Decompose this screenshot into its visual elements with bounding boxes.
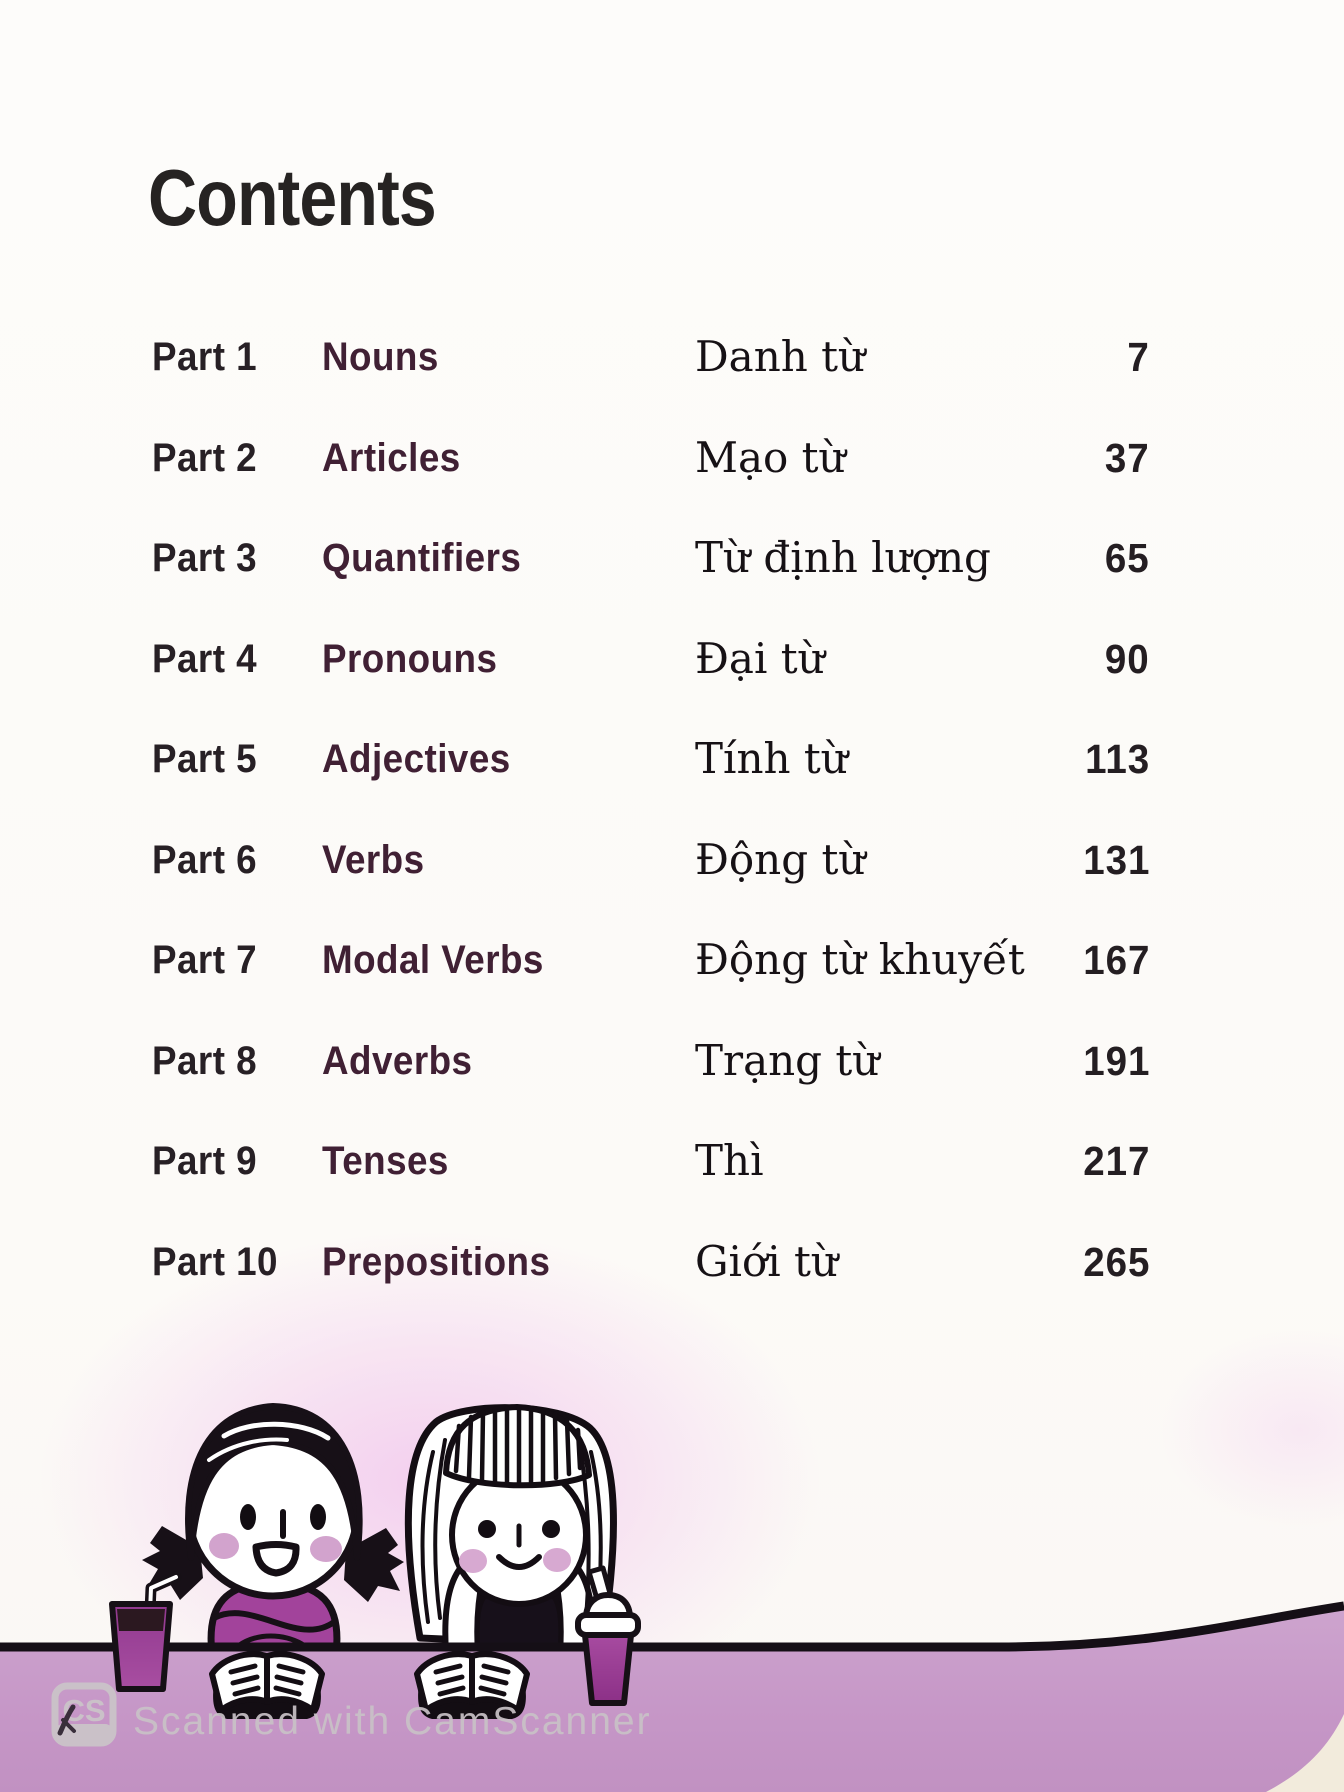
toc-row: Part 5 Adjectives Tính từ 113: [152, 709, 1150, 809]
toc-row: Part 3 Quantifiers Từ định lượng 65: [152, 508, 1150, 608]
page-corner: [1266, 1714, 1344, 1792]
juice-cup-with-straw: [109, 1571, 182, 1692]
part-label: Part 10: [152, 1239, 278, 1284]
ink-speck: [61, 1718, 76, 1733]
topic-label: Articles: [322, 435, 461, 480]
camscanner-watermark: CS Scanned with CamScanner: [51, 1682, 652, 1747]
topic-label: Pronouns: [322, 636, 498, 681]
topic-vietnamese: Động từ khuyết: [695, 935, 1025, 984]
page-number: 65: [1105, 535, 1150, 581]
part-label: Part 8: [152, 1038, 258, 1083]
toc-row: Part 4 Pronouns Đại từ 90: [152, 609, 1150, 709]
topic-label: Quantifiers: [322, 536, 522, 580]
toc-row: Part 1 Nouns Danh từ 7: [152, 307, 1150, 407]
page-number: 217: [1082, 1138, 1150, 1184]
topic-vietnamese: Mạo từ: [695, 432, 846, 482]
topic-vietnamese: Thì: [695, 1136, 764, 1185]
blush: [310, 1536, 342, 1562]
eye: [240, 1504, 256, 1530]
eye: [542, 1520, 560, 1538]
table: [0, 1601, 1344, 1792]
topic-label: Nouns: [322, 335, 439, 379]
part-label: Part 1: [152, 335, 258, 379]
blush: [459, 1549, 487, 1573]
page-number: 265: [1082, 1238, 1150, 1285]
blush: [209, 1533, 239, 1559]
toc-row: Part 7 Modal Verbs Động từ khuyết 167: [152, 910, 1150, 1010]
topic-vietnamese: Từ định lượng: [695, 533, 991, 582]
topic-vietnamese: Động từ: [695, 834, 866, 884]
girl-with-striped-long-hair: [404, 1404, 617, 1655]
eye: [310, 1504, 326, 1530]
topic-vietnamese: Danh từ: [695, 332, 866, 381]
page-number: 90: [1105, 635, 1150, 682]
page-number: 131: [1082, 836, 1150, 883]
topic-vietnamese: Tính từ: [695, 734, 848, 783]
toc-row: Part 8 Adverbs Trạng từ 191: [152, 1011, 1150, 1111]
page-number: 167: [1082, 937, 1150, 983]
page-number: 37: [1105, 434, 1150, 481]
topic-vietnamese: Giới từ: [695, 1236, 838, 1286]
background-pink-glow-right: [1160, 1330, 1344, 1530]
takeaway-cup-with-straw: [575, 1565, 641, 1706]
page-number: 191: [1082, 1037, 1150, 1084]
page-number: 113: [1084, 736, 1150, 782]
topic-label: Adjectives: [322, 737, 511, 781]
girl-with-pigtails: [142, 1403, 404, 1658]
topic-label: Prepositions: [322, 1239, 551, 1284]
table-of-contents: Part 1 Nouns Danh từ 7 Part 2 Articles M…: [152, 307, 1150, 1317]
topic-label: Verbs: [322, 837, 425, 882]
open-book: [414, 1651, 530, 1719]
part-label: Part 2: [152, 435, 258, 480]
part-label: Part 5: [152, 737, 258, 781]
page-title: Contents: [148, 153, 437, 242]
part-label: Part 9: [152, 1139, 258, 1183]
page-number: 7: [1127, 334, 1150, 380]
toc-row: Part 10 Prepositions Giới từ 265: [152, 1212, 1150, 1312]
part-label: Part 6: [152, 837, 258, 882]
eye: [478, 1520, 496, 1538]
topic-label: Modal Verbs: [322, 938, 544, 982]
blush: [543, 1548, 571, 1572]
open-book: [209, 1651, 325, 1719]
part-label: Part 3: [152, 536, 258, 580]
part-label: Part 4: [152, 636, 258, 681]
toc-row: Part 9 Tenses Thì 217: [152, 1111, 1150, 1211]
camscanner-text: Scanned with CamScanner: [133, 1700, 652, 1743]
topic-vietnamese: Trạng từ: [695, 1035, 880, 1085]
part-label: Part 7: [152, 938, 258, 982]
topic-label: Tenses: [322, 1139, 449, 1183]
topic-label: Adverbs: [322, 1038, 473, 1083]
toc-row: Part 6 Verbs Động từ 131: [152, 810, 1150, 910]
toc-row: Part 2 Articles Mạo từ 37: [152, 408, 1150, 508]
topic-vietnamese: Đại từ: [695, 633, 825, 683]
